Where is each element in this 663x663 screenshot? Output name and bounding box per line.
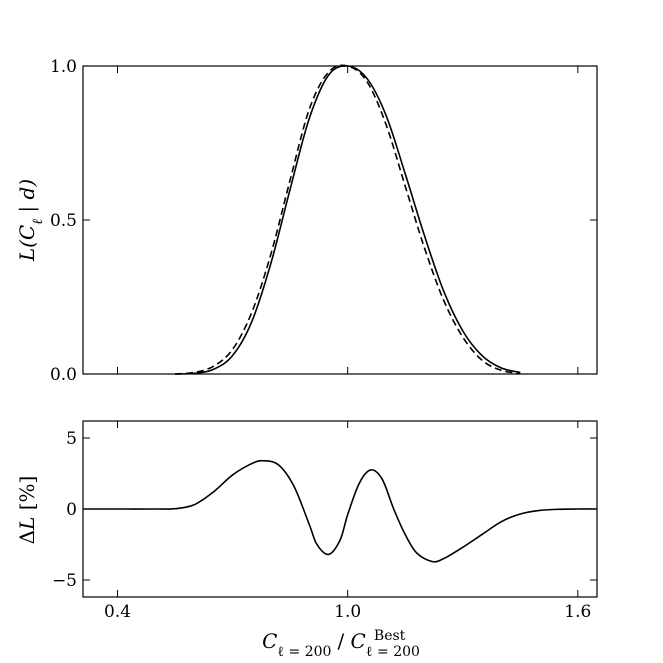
bottom-y-tick-label: −5 bbox=[52, 571, 77, 591]
top-series-solid-line bbox=[175, 65, 521, 375]
top-y-axis-label: L(Cℓ | d) bbox=[15, 179, 46, 262]
bottom-series-solid-line bbox=[82, 459, 598, 563]
top-y-tick-label: 0.0 bbox=[50, 365, 77, 385]
bottom-y-axis-label: ΔL [%] bbox=[15, 476, 39, 545]
x-axis-label: Cℓ = 200/ Cℓ = 200Best bbox=[262, 628, 420, 660]
top-panel-likelihood: 0.0 0.5 1.0 bbox=[50, 57, 598, 385]
top-series-dashed-line bbox=[174, 64, 521, 375]
bottom-x-tick-label: 0.4 bbox=[104, 602, 131, 622]
bottom-panel-delta-likelihood: 0.4 1.0 1.6 −5 0 5 bbox=[52, 420, 598, 622]
bottom-x-tick-label: 1.0 bbox=[334, 602, 361, 622]
top-plot-frame bbox=[82, 65, 598, 375]
bottom-y-tick-label: 0 bbox=[66, 500, 77, 520]
bottom-x-tick-label: 1.6 bbox=[564, 602, 591, 622]
top-y-tick-label: 0.5 bbox=[50, 211, 77, 231]
top-y-tick-label: 1.0 bbox=[50, 57, 77, 77]
bottom-y-tick-label: 5 bbox=[66, 429, 77, 449]
